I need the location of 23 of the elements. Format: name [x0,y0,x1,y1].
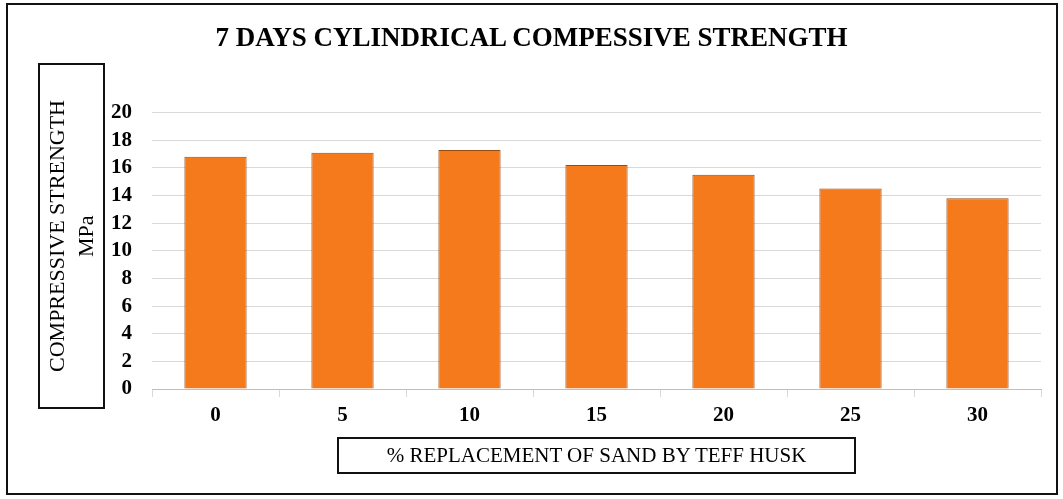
y-tick-label: 8 [121,264,132,289]
y-tick-label: 10 [111,237,132,262]
x-tick-label: 0 [210,402,221,427]
x-tick-label: 5 [337,402,348,427]
y-tick-label: 4 [121,320,133,345]
y-tick-label: 2 [121,347,132,372]
y-tick-label: 14 [111,181,133,206]
x-tick-label: 20 [713,402,734,427]
y-tick-label: 0 [121,375,132,400]
y-tick-label: 18 [111,126,132,151]
y-tick-label: 16 [111,154,132,179]
x-tick-label: 30 [967,402,988,427]
chart-title: 7 DAYS CYLINDRICAL COMPESSIVE STRENGTH [215,22,848,52]
x-tick-label: 10 [459,402,480,427]
y-tick-label: 12 [111,209,132,234]
x-tick-label: 25 [840,402,861,427]
y-tick-label: 6 [121,292,132,317]
x-axis-title: % REPLACEMENT OF SAND BY TEFF HUSK [386,443,807,467]
label-frame: % REPLACEMENT OF SAND BY TEFF HUSK [337,437,856,474]
y-axis-title: COMPRESSIVE STRENGTH MPa [42,100,99,372]
y-tick-label: 20 [111,99,132,124]
x-tick-label: 15 [586,402,607,427]
label-frame: COMPRESSIVE STRENGTH MPa [38,63,105,409]
